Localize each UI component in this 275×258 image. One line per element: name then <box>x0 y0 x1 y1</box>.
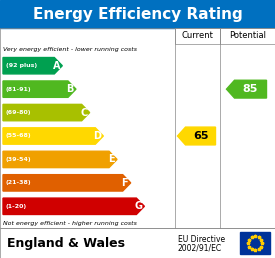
Text: (21-38): (21-38) <box>6 180 32 185</box>
Text: B: B <box>66 84 74 94</box>
Polygon shape <box>3 128 103 144</box>
Polygon shape <box>3 81 76 97</box>
Polygon shape <box>3 104 90 121</box>
Text: Not energy efficient - higher running costs: Not energy efficient - higher running co… <box>3 221 137 225</box>
Text: D: D <box>93 131 101 141</box>
Text: Potential: Potential <box>229 31 266 41</box>
Text: EU Directive: EU Directive <box>178 235 225 244</box>
Polygon shape <box>177 127 216 145</box>
Text: (39-54): (39-54) <box>6 157 32 162</box>
Text: England & Wales: England & Wales <box>7 237 125 249</box>
Text: (55-68): (55-68) <box>6 133 32 139</box>
Text: C: C <box>80 108 87 118</box>
Text: F: F <box>121 178 128 188</box>
Text: (69-80): (69-80) <box>6 110 32 115</box>
Text: 85: 85 <box>243 84 258 94</box>
Polygon shape <box>3 175 131 191</box>
Text: 65: 65 <box>193 131 208 141</box>
Text: Current: Current <box>182 31 213 41</box>
Text: (92 plus): (92 plus) <box>6 63 37 68</box>
Text: A: A <box>53 61 60 71</box>
Bar <box>0 228 275 258</box>
Bar <box>240 232 270 254</box>
Polygon shape <box>3 58 62 74</box>
Text: Energy Efficiency Rating: Energy Efficiency Rating <box>33 6 242 21</box>
Bar <box>0 0 275 28</box>
Text: 2002/91/EC: 2002/91/EC <box>178 244 222 253</box>
Bar <box>175 28 220 44</box>
Bar <box>0 28 275 228</box>
Text: Very energy efficient - lower running costs: Very energy efficient - lower running co… <box>3 46 137 52</box>
Text: G: G <box>134 201 142 211</box>
Text: (81-91): (81-91) <box>6 87 32 92</box>
Bar <box>220 28 275 44</box>
Polygon shape <box>3 151 117 168</box>
Text: (1-20): (1-20) <box>6 204 27 209</box>
Text: E: E <box>108 155 114 164</box>
Polygon shape <box>3 198 144 214</box>
Polygon shape <box>227 80 266 98</box>
